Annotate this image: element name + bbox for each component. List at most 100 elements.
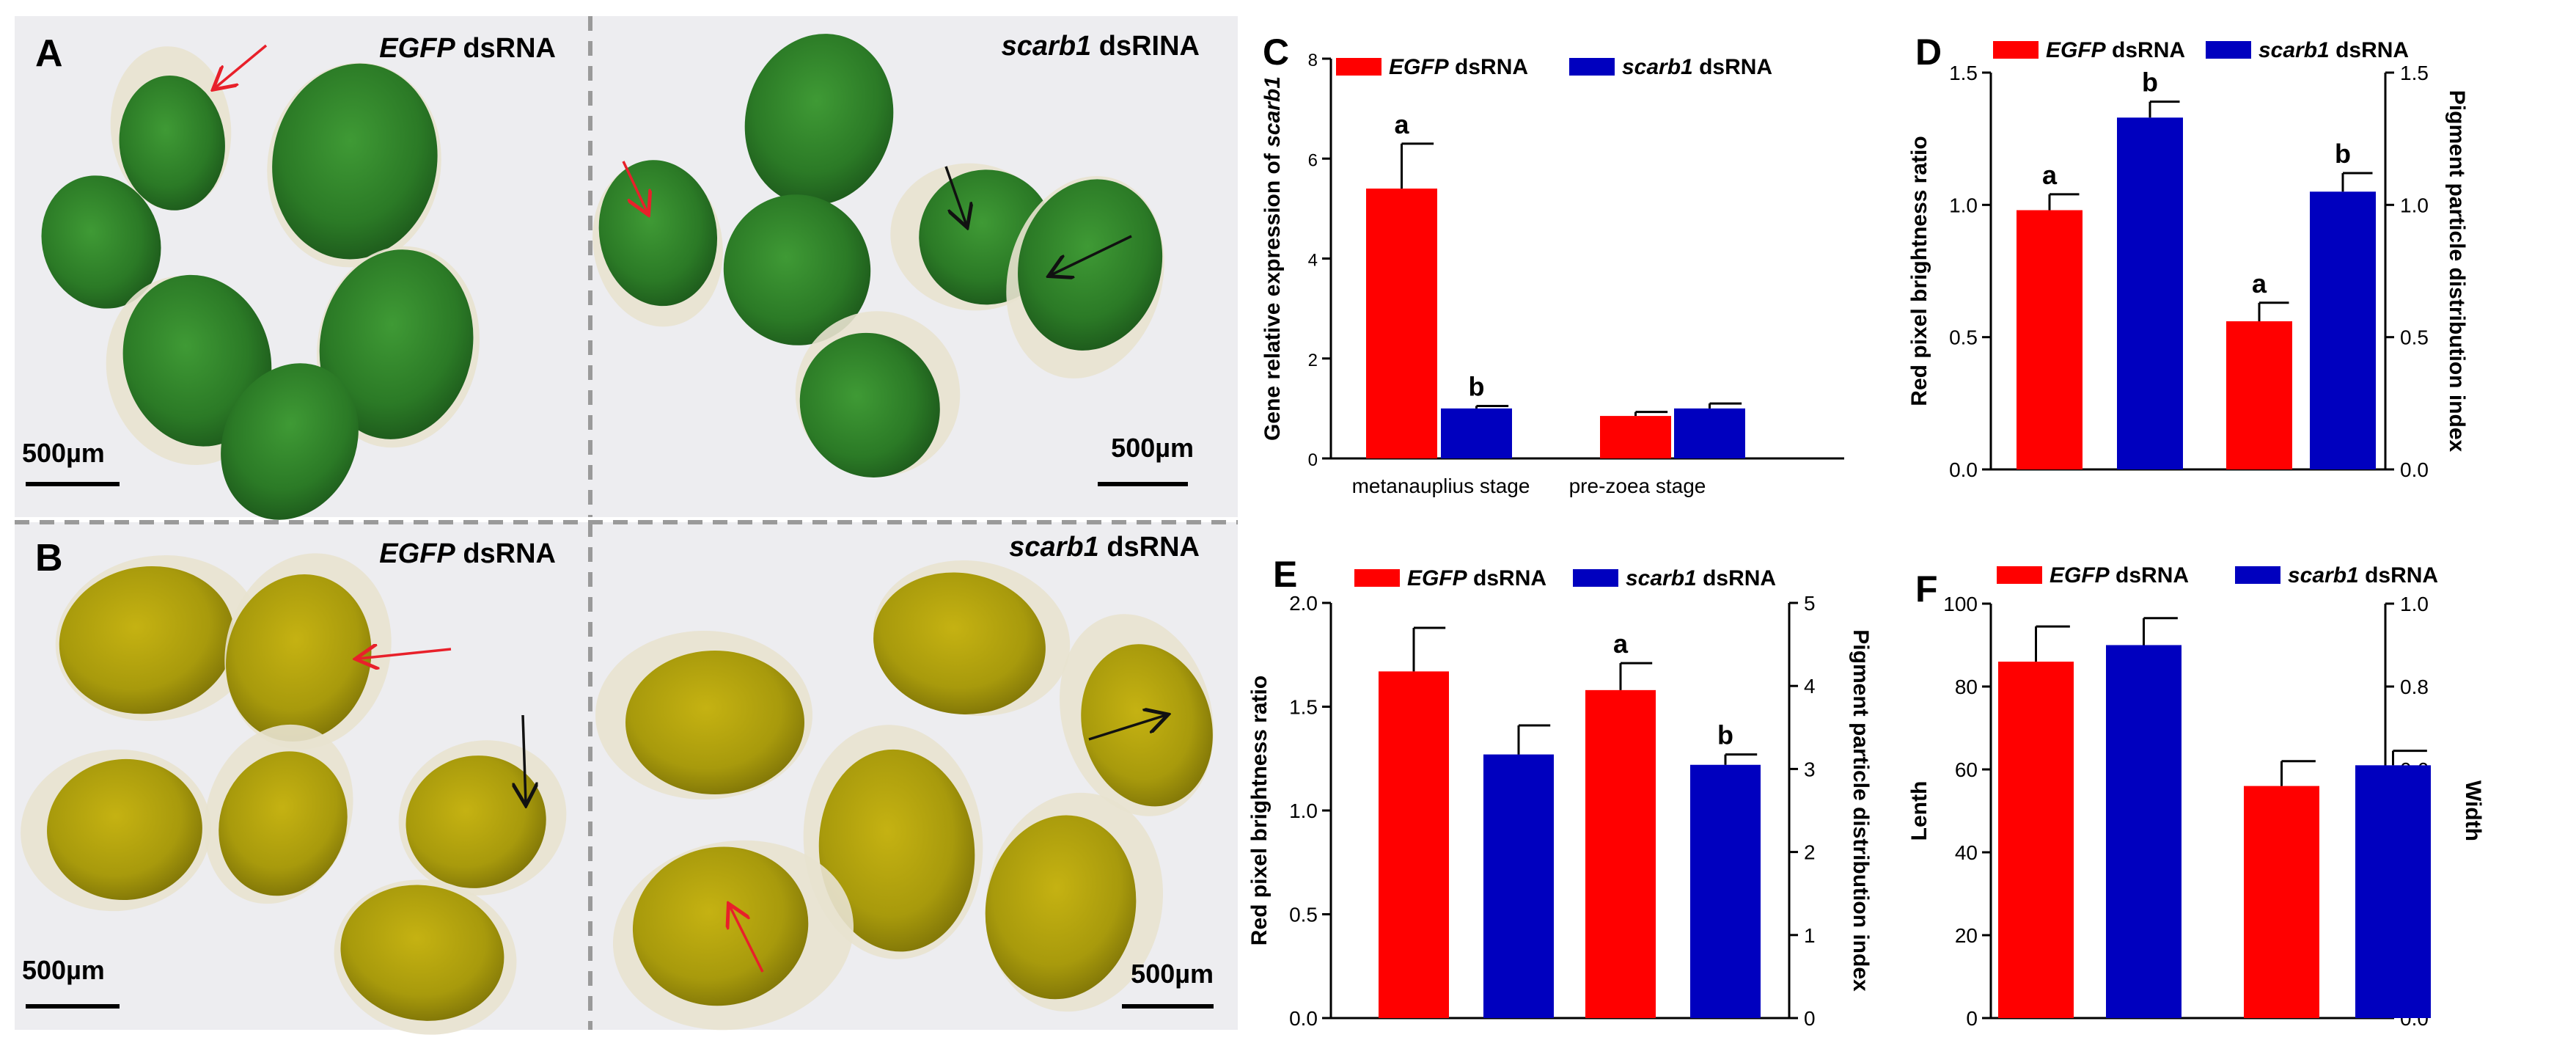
y-tick-label: 0.5 [1949, 326, 1978, 349]
panel-letter-d: D [1915, 32, 1942, 73]
y-axis-title: Gene relative expression of scarb1 [1261, 76, 1285, 441]
y-tick-label-right: 1.5 [2400, 62, 2429, 84]
y-axis-title-right: Pigment particle distribution index [1849, 629, 1873, 992]
egg [595, 631, 812, 799]
egfp-legend-swatch [1336, 58, 1381, 76]
red-arrow [622, 161, 647, 213]
egg [873, 560, 1071, 717]
y-tick-label: 0.0 [1949, 458, 1978, 481]
significance-letter: b [2335, 139, 2351, 169]
egg [795, 311, 961, 477]
chart-c: C EGFP dsRNA scarb1 dsRNA 0 2 4 6 8 Gene relativ… [1261, 32, 1844, 497]
egg [55, 555, 260, 721]
egfp-legend-label: EGFP dsRNA [2046, 38, 2185, 62]
scarb1-bar [2117, 117, 2183, 469]
red-arrow [730, 906, 764, 973]
black-arrow [1088, 715, 1166, 741]
black-arrow [523, 714, 526, 803]
significance-letter: b [1469, 371, 1485, 401]
panel-letter-a: A [35, 32, 63, 75]
significance-letter: b [2142, 67, 2158, 98]
y-tick-label: 4 [1308, 251, 1318, 271]
y-tick-label-right: 0.0 [2400, 458, 2429, 481]
y-tick-label: 1.0 [1289, 799, 1318, 822]
scarb1-legend-label: scarb1 dsRNA [1622, 55, 1772, 79]
y-tick-label: 0 [1966, 1007, 1978, 1030]
y-tick-label-right: 1 [1804, 924, 1816, 947]
egfp-bar [2226, 321, 2292, 469]
egg [723, 194, 871, 345]
y-tick-label: 20 [1955, 924, 1978, 947]
y-tick-label: 0.0 [1289, 1007, 1318, 1030]
black-arrow [944, 166, 966, 225]
y-tick-label-right: 0 [1804, 1007, 1816, 1030]
y-tick-label-right: 5 [1804, 592, 1816, 615]
y-tick-label: 2.0 [1289, 592, 1318, 615]
y-tick-label: 1.0 [1949, 194, 1978, 216]
egg [21, 749, 211, 912]
egfp-legend-label: EGFP dsRNA [1407, 566, 1546, 590]
egfp-bar [1600, 416, 1671, 458]
y-tick-label: 60 [1955, 758, 1978, 781]
scarb1-legend-swatch [1569, 58, 1615, 76]
scale-label: 500µm [22, 438, 105, 468]
photo-panel-a: A EGFP dsRNA scarb1 dsRINA 500µm 500µm [15, 16, 1238, 520]
egfp-legend-swatch [1997, 566, 2042, 584]
y-tick-label-right: 2 [1804, 841, 1816, 864]
scarb1-label-a: scarb1 dsRINA [1002, 31, 1200, 62]
scarb1-legend-swatch [1573, 569, 1618, 587]
y-axis-title: Red pixel brightness ratio [1247, 676, 1272, 945]
y-tick-label: 6 [1308, 150, 1318, 170]
y-axis-title-right: Pigment particle distribution index [2445, 90, 2469, 453]
scarb1-bar [1483, 754, 1554, 1018]
panel-letter-f: F [1915, 568, 1938, 610]
photo-panel-b: B EGFP dsRNA scarb1 dsRNA 500µm 500µm [15, 520, 1238, 1035]
y-tick-label: 40 [1955, 841, 1978, 864]
egg [41, 175, 161, 309]
significance-letter: a [1613, 629, 1629, 659]
egfp-bar [1366, 189, 1437, 458]
egg-group-a-right [592, 34, 1164, 477]
y-tick-label-right: 4 [1804, 675, 1816, 698]
egfp-bar [2017, 210, 2083, 469]
scarb1-legend-label: scarb1 dsRNA [2288, 563, 2438, 588]
egg [110, 46, 232, 211]
panel-letter-b: B [35, 537, 63, 579]
significance-letter: a [2252, 268, 2267, 299]
egfp-legend-swatch [1993, 41, 2039, 59]
red-arrow [358, 649, 452, 659]
scarb1-bar [1674, 408, 1745, 458]
significance-letter: b [1717, 720, 1733, 750]
black-arrow [1051, 235, 1132, 275]
scarb1-bar [1690, 764, 1761, 1018]
egfp-bar [1585, 689, 1656, 1018]
egg [334, 879, 517, 1035]
egg [317, 246, 480, 448]
y-tick-label: 0.5 [1289, 904, 1318, 926]
egfp-legend-label: EGFP dsRNA [2050, 563, 2189, 588]
egg [612, 840, 854, 1031]
y-tick-label: 80 [1955, 676, 1978, 698]
scarb1-legend-label: scarb1 dsRNA [1626, 566, 1776, 590]
scarb1-bar [2310, 191, 2376, 469]
scarb1-bar [2355, 765, 2431, 1018]
egg [221, 363, 359, 520]
significance-letter: a [1394, 109, 1409, 139]
egfp-bar [1998, 662, 2074, 1018]
y-tick-label-right: 1.0 [2400, 593, 2429, 615]
y-tick-label-right: 0.5 [2400, 326, 2429, 349]
y-tick-label: 8 [1308, 51, 1318, 70]
y-axis-title-right: Width [2461, 780, 2485, 841]
significance-letter: a [2042, 160, 2058, 190]
y-tick-label-right: 0.8 [2400, 676, 2429, 698]
y-tick-label: 100 [1943, 593, 1978, 615]
scarb1-bar [2106, 645, 2181, 1018]
egg [224, 553, 392, 750]
egg [267, 62, 441, 268]
egfp-label-a: EGFP dsRNA [379, 33, 556, 64]
x-tick-label: pre-zoea stage [1569, 475, 1706, 497]
y-tick-label: 1.5 [1949, 62, 1978, 84]
scarb1-legend-swatch [2206, 41, 2251, 59]
y-tick-label: 1.5 [1289, 696, 1318, 719]
egfp-label-b: EGFP dsRNA [379, 538, 556, 569]
